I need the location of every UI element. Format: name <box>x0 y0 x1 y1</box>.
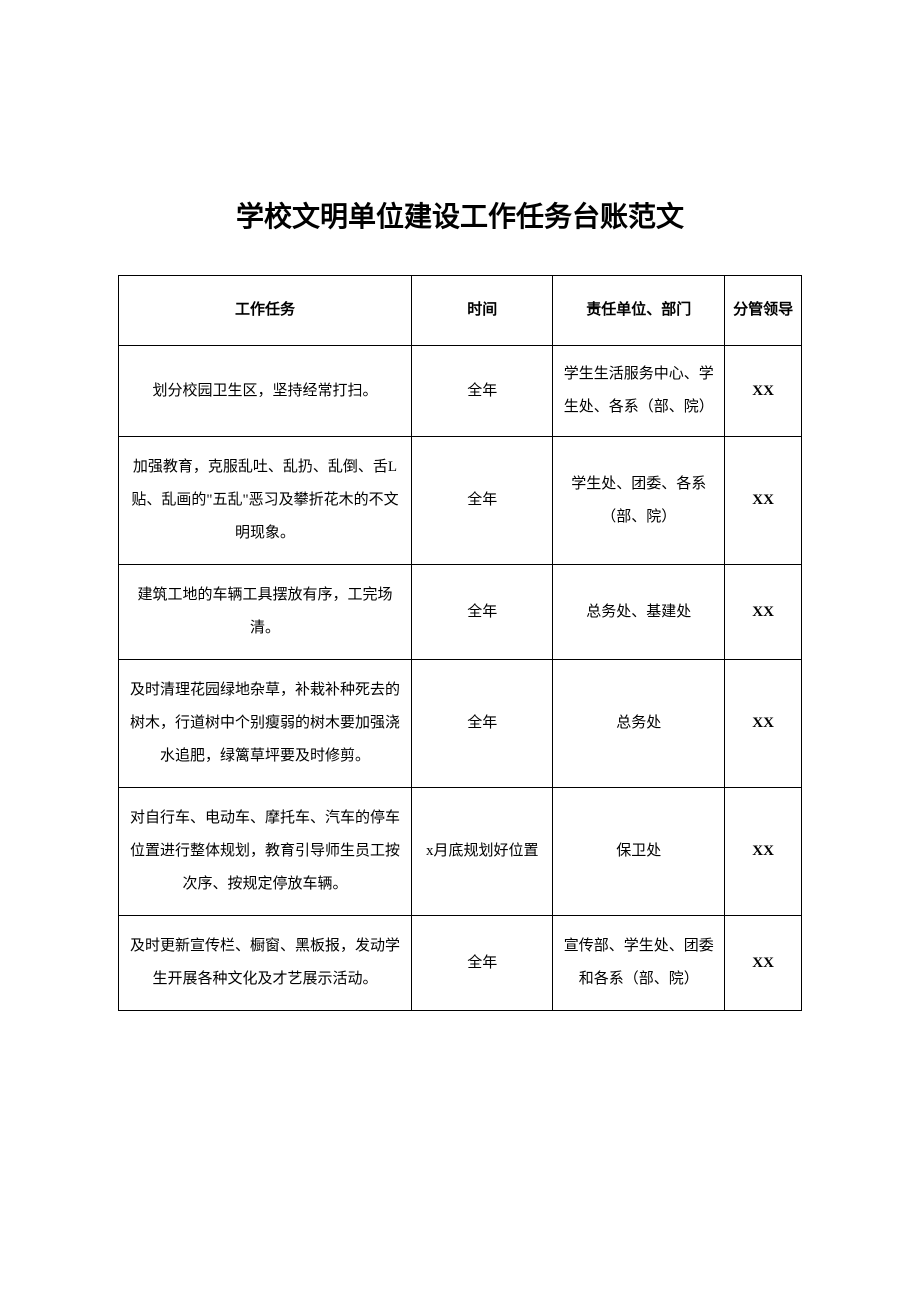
cell-task: 加强教育，克服乱吐、乱扔、乱倒、舌L贴、乱画的"五乱"恶习及攀折花木的不文明现象… <box>119 437 412 565</box>
cell-leader: XX <box>725 346 802 437</box>
column-header-leader: 分管领导 <box>725 276 802 346</box>
table-row: 及时更新宣传栏、橱窗、黑板报，发动学生开展各种文化及才艺展示活动。 全年 宣传部… <box>119 916 802 1011</box>
table-header-row: 工作任务 时间 责任单位、部门 分管领导 <box>119 276 802 346</box>
cell-leader: XX <box>725 437 802 565</box>
cell-task: 对自行车、电动车、摩托车、汽车的停车位置进行整体规划，教育引导师生员工按次序、按… <box>119 788 412 916</box>
cell-dept: 宣传部、学生处、团委和各系（部、院） <box>553 916 725 1011</box>
cell-dept: 学生生活服务中心、学生处、各系（部、院） <box>553 346 725 437</box>
cell-dept: 学生处、团委、各系（部、院） <box>553 437 725 565</box>
column-header-dept: 责任单位、部门 <box>553 276 725 346</box>
table-row: 划分校园卫生区，坚持经常打扫。 全年 学生生活服务中心、学生处、各系（部、院） … <box>119 346 802 437</box>
cell-time: 全年 <box>412 660 553 788</box>
cell-time: 全年 <box>412 565 553 660</box>
cell-time: 全年 <box>412 916 553 1011</box>
cell-time: 全年 <box>412 437 553 565</box>
column-header-task: 工作任务 <box>119 276 412 346</box>
cell-leader: XX <box>725 788 802 916</box>
task-ledger-table: 工作任务 时间 责任单位、部门 分管领导 划分校园卫生区，坚持经常打扫。 全年 … <box>118 275 802 1011</box>
cell-time: x月底规划好位置 <box>412 788 553 916</box>
table-row: 建筑工地的车辆工具摆放有序，工完场清。 全年 总务处、基建处 XX <box>119 565 802 660</box>
cell-task: 建筑工地的车辆工具摆放有序，工完场清。 <box>119 565 412 660</box>
cell-leader: XX <box>725 660 802 788</box>
cell-time: 全年 <box>412 346 553 437</box>
table-row: 对自行车、电动车、摩托车、汽车的停车位置进行整体规划，教育引导师生员工按次序、按… <box>119 788 802 916</box>
cell-task: 划分校园卫生区，坚持经常打扫。 <box>119 346 412 437</box>
cell-leader: XX <box>725 565 802 660</box>
cell-dept: 保卫处 <box>553 788 725 916</box>
cell-dept: 总务处 <box>553 660 725 788</box>
cell-task: 及时更新宣传栏、橱窗、黑板报，发动学生开展各种文化及才艺展示活动。 <box>119 916 412 1011</box>
document-title: 学校文明单位建设工作任务台账范文 <box>118 195 802 235</box>
column-header-time: 时间 <box>412 276 553 346</box>
cell-dept: 总务处、基建处 <box>553 565 725 660</box>
table-row: 加强教育，克服乱吐、乱扔、乱倒、舌L贴、乱画的"五乱"恶习及攀折花木的不文明现象… <box>119 437 802 565</box>
cell-leader: XX <box>725 916 802 1011</box>
table-row: 及时清理花园绿地杂草，补栽补种死去的树木，行道树中个别瘦弱的树木要加强浇水追肥，… <box>119 660 802 788</box>
cell-task: 及时清理花园绿地杂草，补栽补种死去的树木，行道树中个别瘦弱的树木要加强浇水追肥，… <box>119 660 412 788</box>
